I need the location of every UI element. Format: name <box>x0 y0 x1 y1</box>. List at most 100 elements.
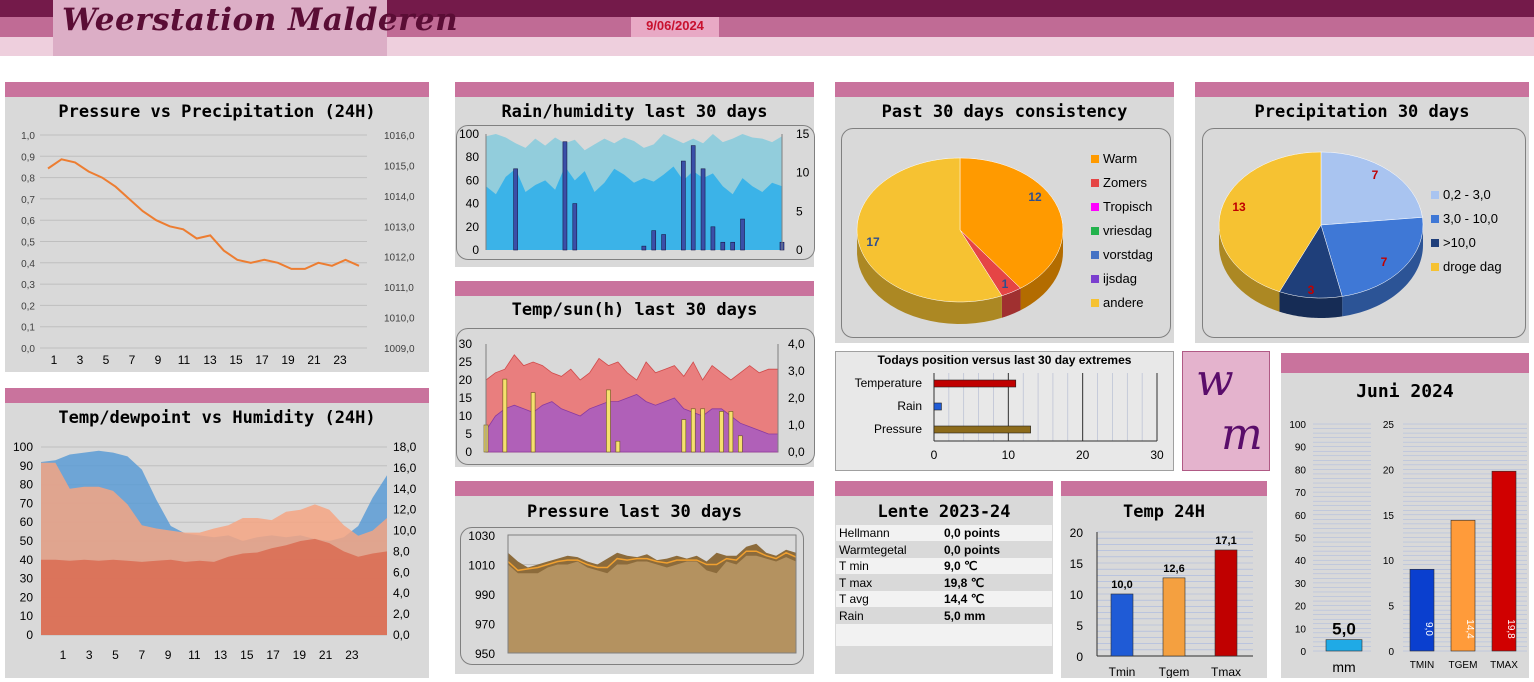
chart-title: Juni 2024 <box>1356 381 1454 402</box>
legend-swatch <box>1091 251 1099 259</box>
y-tick-label: 30 <box>459 337 473 351</box>
bar-value-label: 12,6 <box>1163 563 1184 575</box>
bar-value-label: 9,0 <box>1423 622 1434 636</box>
y-tick-label: 0 <box>465 445 472 459</box>
lente-value: 0,0 points <box>944 542 1001 557</box>
humidity-area <box>486 166 782 250</box>
x-tick-label: 7 <box>129 353 136 367</box>
x-tick-label: 13 <box>214 648 228 662</box>
x-tick-label: 17 <box>255 353 269 367</box>
y-tick-label: 10 <box>459 409 473 423</box>
pie-slice-side <box>1342 225 1423 317</box>
pressure-avg-line <box>507 550 797 572</box>
lente-label: Warmtegetal <box>839 542 907 557</box>
y-tick-label: 60 <box>1295 511 1307 522</box>
pie-data-label: 13 <box>1232 200 1246 214</box>
category-label: Temperature <box>855 376 923 390</box>
y2-tick-label: 1013,0 <box>384 222 415 233</box>
legend-swatch <box>1431 263 1439 271</box>
x-tick-label: 20 <box>1076 448 1090 462</box>
legend-swatch <box>1091 155 1099 163</box>
y2-tick-label: 0,0 <box>788 445 805 459</box>
pie-slice <box>1218 151 1322 292</box>
y2-tick-label: 4,0 <box>788 337 805 351</box>
rain-bar <box>513 168 518 251</box>
legend-label: 3,0 - 10,0 <box>1443 211 1498 226</box>
y-tick-label: 1030 <box>468 529 495 543</box>
y2-tick-label: 1012,0 <box>384 253 415 264</box>
y-tick-label: 50 <box>20 534 34 548</box>
y2-tick-label: 8,0 <box>393 544 410 558</box>
category-label: Rain <box>897 399 922 413</box>
legend-label: vriesdag <box>1103 223 1152 238</box>
y-tick-label: 5 <box>1076 619 1083 633</box>
temp-bar <box>1450 519 1476 652</box>
panel-header-bar <box>455 82 814 97</box>
chart-title: Rain/humidity last 30 days <box>501 102 768 122</box>
y-tick-label: 20 <box>466 220 480 234</box>
y-tick-label: 90 <box>1295 443 1307 454</box>
pie-slice <box>1320 217 1424 297</box>
y-tick-label: 0,8 <box>21 174 35 185</box>
y-tick-label: 20 <box>459 373 473 387</box>
lente-value: 19,8 ℃ <box>944 575 985 590</box>
chart-title: Past 30 days consistency <box>881 102 1128 122</box>
x-tick-label: 15 <box>240 648 254 662</box>
pie-data-label: 7 <box>1372 168 1379 182</box>
y-tick-label: 80 <box>20 478 34 492</box>
y-tick-label: 990 <box>475 588 495 602</box>
y-tick-label: 100 <box>1289 420 1306 431</box>
chart-pressure-precip: 1,0 0,9 0,8 0,7 0,6 0,5 0,4 0,3 0,2 0,1 0,0 1016,0 1… <box>21 131 415 367</box>
x-tick-label: 21 <box>307 353 321 367</box>
y2-tick-label: 2,0 <box>393 607 410 621</box>
rain-bar <box>710 226 716 251</box>
y2-tick-label: 0 <box>796 243 803 257</box>
chart-temp-dewpoint-humidity: 100908070605040302010018,016,014,012,010… <box>13 440 417 662</box>
x-tick-label: 13 <box>203 353 217 367</box>
y2-tick-label: 1009,0 <box>384 344 415 355</box>
bar-value-label: 14,4 <box>1464 619 1475 639</box>
x-tick-label: Tgem <box>1159 665 1190 678</box>
y2-tick-label: 1011,0 <box>384 283 414 294</box>
sun-bar <box>502 378 508 453</box>
legend-swatch <box>1091 179 1099 187</box>
legend-swatch <box>1431 239 1439 247</box>
rain-bar <box>651 230 657 251</box>
y2-tick-label: 1010,0 <box>384 314 415 325</box>
y2-tick-label: 10 <box>796 166 810 180</box>
panel-header-bar <box>455 481 814 496</box>
bar-value-label: 17,1 <box>1215 535 1236 547</box>
pie-slice-side <box>857 232 1002 324</box>
sun-bar <box>719 411 724 453</box>
y2-tick-label: 1016,0 <box>384 131 415 142</box>
legend-label: 0,2 - 3,0 <box>1443 187 1491 202</box>
lente-label: Hellmann <box>839 526 890 540</box>
y2-tick-label: 4,0 <box>393 586 410 600</box>
chart-precipitation-pie: 7 7 3 13 0,2 - 3,0 3,0 - 10,0 >10,0 droge dag <box>1218 151 1502 318</box>
rain-bar <box>562 141 568 251</box>
y-tick-label: 80 <box>466 150 480 164</box>
x-tick-label: 9 <box>165 648 172 662</box>
y-tick-label: 70 <box>20 496 34 510</box>
lente-label: Rain <box>839 608 864 623</box>
lente-row: Hellmann 0,0 points <box>836 525 1052 541</box>
x-tick-label: TGEM <box>1449 660 1478 671</box>
y2-tick-label: 14,0 <box>393 482 417 496</box>
y2-tick-label: 6,0 <box>393 565 410 579</box>
legend-label: Zomers <box>1103 175 1148 190</box>
rain-bar <box>740 218 745 251</box>
temp-bar <box>1162 577 1186 657</box>
pie-slice <box>856 157 1003 303</box>
legend-label: Tropisch <box>1103 199 1152 214</box>
y-tick-label: 950 <box>475 647 495 661</box>
lente-row: T min 9,0 ℃ <box>836 558 1052 574</box>
sun-bar <box>728 411 734 453</box>
position-bar <box>933 402 942 411</box>
panel-header-bar <box>1195 82 1529 97</box>
y-tick-label: 100 <box>13 440 33 454</box>
y-tick-label: 1,0 <box>21 131 35 142</box>
legend-swatch <box>1091 299 1099 307</box>
x-tick-label: 1 <box>60 648 67 662</box>
y-tick-label: 15 <box>459 391 473 405</box>
chart-title: Temp/dewpoint vs Humidity (24H) <box>58 408 376 428</box>
